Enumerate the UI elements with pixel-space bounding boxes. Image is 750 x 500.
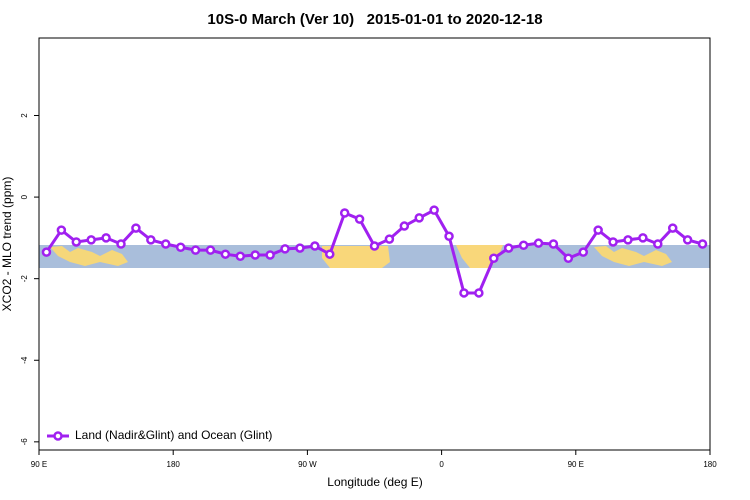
land bbox=[50, 246, 128, 266]
point bbox=[310, 241, 320, 251]
y-tick-label: -4 bbox=[20, 356, 29, 364]
land bbox=[594, 246, 672, 266]
point bbox=[653, 239, 663, 249]
point bbox=[384, 234, 395, 244]
point bbox=[444, 231, 454, 241]
point bbox=[697, 239, 708, 249]
x-tick-label: 180 bbox=[703, 460, 717, 469]
legend-marker bbox=[53, 431, 63, 441]
point bbox=[667, 223, 678, 233]
point bbox=[489, 253, 499, 264]
point bbox=[41, 247, 52, 257]
point bbox=[533, 238, 544, 248]
y-axis-label: XCO2 - MLO trend (ppm) bbox=[0, 177, 14, 312]
legend-label: Land (Nadir&Glint) and Ocean (Glint) bbox=[75, 428, 272, 442]
x-tick-label: 180 bbox=[167, 460, 181, 469]
point bbox=[399, 221, 410, 231]
point bbox=[71, 237, 82, 247]
point bbox=[295, 243, 305, 253]
point bbox=[339, 208, 350, 218]
point bbox=[563, 253, 574, 264]
x-tick-label: 0 bbox=[439, 460, 444, 469]
point bbox=[86, 235, 96, 245]
point bbox=[325, 249, 335, 259]
plot-frame bbox=[38, 37, 711, 451]
land bbox=[322, 246, 390, 268]
point bbox=[160, 239, 171, 249]
y-tick-label: 2 bbox=[20, 113, 29, 118]
point bbox=[503, 243, 514, 253]
point bbox=[101, 233, 111, 243]
point bbox=[205, 245, 216, 255]
point bbox=[146, 235, 156, 245]
y-tick-label: -2 bbox=[20, 275, 29, 283]
point bbox=[250, 250, 260, 260]
point bbox=[116, 239, 126, 249]
point bbox=[474, 288, 484, 298]
chart-title: 10S-0 March (Ver 10) 2015-01-01 to 2020-… bbox=[207, 11, 542, 28]
point bbox=[414, 213, 424, 223]
point bbox=[638, 233, 648, 243]
point bbox=[623, 235, 633, 245]
point bbox=[235, 251, 246, 261]
point bbox=[608, 237, 618, 247]
point bbox=[429, 205, 439, 215]
point bbox=[593, 225, 603, 235]
point bbox=[578, 247, 589, 257]
x-tick-label: 90 W bbox=[298, 460, 317, 469]
point bbox=[175, 242, 186, 253]
point bbox=[265, 250, 275, 260]
y-tick-label: -6 bbox=[20, 438, 29, 446]
x-tick-label: 90 E bbox=[31, 460, 47, 469]
point bbox=[682, 235, 693, 245]
x-axis-label: Longitude (deg E) bbox=[327, 475, 422, 489]
point bbox=[131, 223, 141, 233]
x-tick-label: 90 E bbox=[568, 460, 584, 469]
point bbox=[518, 240, 529, 250]
point bbox=[56, 225, 67, 235]
point bbox=[190, 245, 201, 255]
point bbox=[459, 288, 469, 298]
point bbox=[220, 249, 231, 259]
point bbox=[548, 239, 559, 249]
point bbox=[369, 241, 380, 251]
point bbox=[280, 244, 290, 254]
point bbox=[354, 214, 365, 224]
y-tick-label: 0 bbox=[20, 194, 29, 199]
